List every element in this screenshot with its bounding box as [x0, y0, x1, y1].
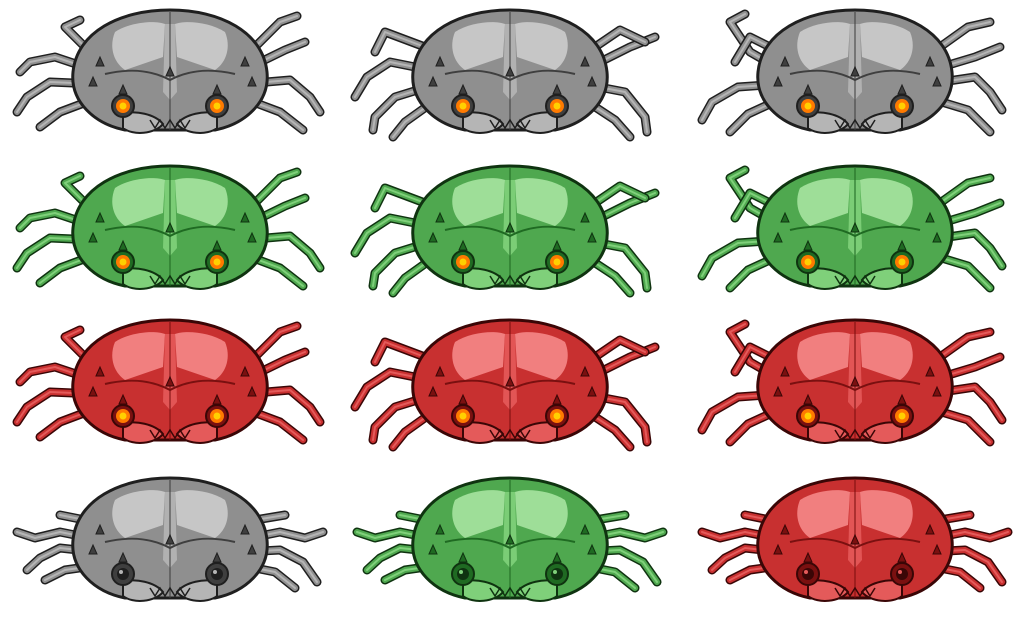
crab-legs	[350, 181, 660, 298]
crab-icon	[12, 8, 325, 135]
crab-shell	[71, 476, 269, 600]
crab-sprite-gray-c	[690, 2, 1020, 152]
crab-sprite-green-d	[345, 470, 675, 620]
crab-eyes	[796, 562, 914, 586]
crab-claws	[807, 579, 903, 602]
crab-shell	[411, 476, 609, 600]
crab-eyes	[111, 404, 229, 428]
crab-icon	[697, 476, 1013, 602]
crab-claws	[122, 111, 218, 134]
crab-eyes	[111, 562, 229, 586]
crab-sprite-gray-a	[5, 2, 335, 152]
crab-eyes	[796, 250, 914, 274]
crab-claws	[807, 421, 903, 444]
crab-claws	[122, 579, 218, 602]
crab-shell	[756, 164, 954, 288]
crab-sprite-red-b	[345, 312, 675, 462]
crab-claws	[462, 111, 558, 134]
crab-claws	[122, 421, 218, 444]
crab-sprite-green-b	[345, 158, 675, 308]
crab-eyes	[451, 94, 569, 118]
crab-shell	[411, 164, 609, 288]
crab-icon	[352, 476, 668, 602]
crab-sprite-red-c	[690, 312, 1020, 462]
crab-shell	[71, 8, 269, 132]
crab-icon	[697, 318, 1007, 447]
crab-eyes	[111, 94, 229, 118]
crab-sprite-red-d	[690, 470, 1020, 620]
crab-shell	[756, 476, 954, 600]
crab-icon	[12, 164, 325, 291]
crab-icon	[350, 164, 660, 298]
crab-eyes	[796, 404, 914, 428]
crab-sprite-gray-b	[345, 2, 675, 152]
crab-eyes	[111, 250, 229, 274]
crab-claws	[462, 421, 558, 444]
crab-shell	[411, 318, 609, 442]
crab-claws	[462, 579, 558, 602]
crab-sprite-green-a	[5, 158, 335, 308]
crab-icon	[350, 318, 660, 452]
crab-icon	[697, 8, 1007, 137]
crab-icon	[12, 318, 325, 445]
crab-claws	[807, 111, 903, 134]
crab-claws	[122, 267, 218, 290]
crab-shell	[71, 318, 269, 442]
crab-eyes	[451, 404, 569, 428]
crab-legs	[12, 321, 325, 445]
crab-icon	[12, 476, 328, 602]
crab-eyes	[451, 562, 569, 586]
crab-claws	[462, 267, 558, 290]
crab-claws	[807, 267, 903, 290]
crab-eyes	[796, 94, 914, 118]
crab-sprite-red-a	[5, 312, 335, 462]
crab-shell	[71, 164, 269, 288]
crab-eyes	[451, 250, 569, 274]
crab-icon	[350, 8, 660, 142]
crab-shell	[756, 8, 954, 132]
crab-icon	[697, 164, 1007, 293]
crab-shell	[756, 318, 954, 442]
crab-sprite-green-c	[690, 158, 1020, 308]
crab-sprite-gray-d	[5, 470, 335, 620]
crab-shell	[411, 8, 609, 132]
